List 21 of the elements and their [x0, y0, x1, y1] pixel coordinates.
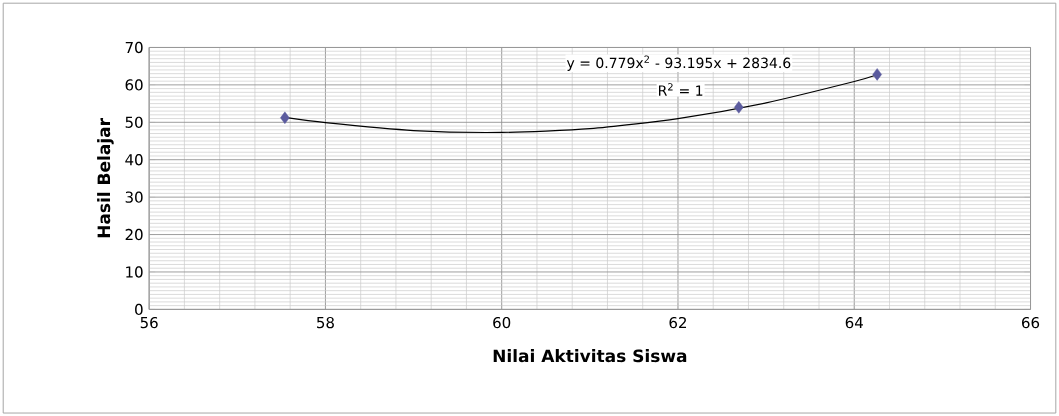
y-tick-label: 20	[125, 228, 143, 241]
x-tick-label: 66	[1022, 316, 1040, 329]
y-axis-title: Hasil Belajar	[97, 117, 114, 238]
x-tick-label: 60	[493, 316, 511, 329]
annotation: R$^{2}$ = 1	[659, 83, 703, 96]
y-tick-label: 70	[125, 41, 143, 54]
x-axis-title: Nilai Aktivitas Siswa	[493, 348, 687, 363]
y-tick-label: 10	[126, 266, 143, 278]
point	[734, 101, 744, 114]
x-tick-label: 64	[845, 316, 863, 329]
y-tick-label: 50	[125, 116, 143, 128]
y-tick-label: 60	[125, 79, 143, 91]
point	[872, 68, 882, 81]
x-tick-label: 58	[317, 316, 334, 329]
y-tick-label: 40	[125, 153, 143, 166]
y-tick-label: 30	[125, 191, 143, 203]
x-tick-label: 62	[669, 316, 687, 329]
y-tick-label: 0	[135, 303, 143, 315]
annotation: y = 0.779x$^{2}$ - 93.195x + 2834.6	[566, 55, 791, 71]
point	[280, 111, 290, 124]
x-tick-label: 56	[140, 316, 158, 329]
